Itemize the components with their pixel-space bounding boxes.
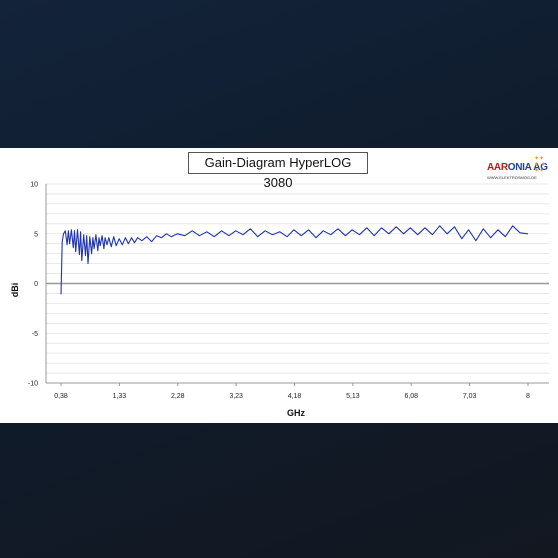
x-tick-label: 5,13 [346,393,360,400]
series-line [60,225,529,295]
axes [45,184,549,384]
x-tick-label: 6,08 [404,393,418,400]
tick-labels: 10 5 0 -5 -10 0,38 1,33 2,28 3,23 4,18 5,13 6,08 7,0… [28,182,530,401]
x-tick-label: 3,23 [229,393,243,400]
grid [46,183,549,384]
chart-title: Gain-Diagram HyperLOG 3080 [188,152,368,190]
y-tick-label: -10 [28,381,38,388]
chart: 10 5 0 -5 -10 0,38 1,33 2,28 3,23 4,18 5,13 6,08 7,0… [10,182,549,418]
x-tick-label: 1,33 [113,393,127,400]
x-axis-title: GHz [287,408,306,418]
logo-stars-icon: ✦✦ ✦ ✦ ✦✦ [534,156,546,174]
y-tick-label: 10 [30,182,38,189]
y-tick-label: -5 [32,331,38,338]
x-tick-label: 8 [526,393,530,400]
x-tick-label: 7,03 [463,393,477,400]
y-axis-title: dBi [10,283,20,298]
logo-brand: AARONIA AG [487,162,548,173]
x-tick-label: 2,28 [171,393,185,400]
chart-panel: 10 5 0 -5 -10 0,38 1,33 2,28 3,23 4,18 5,13 6,08 7,0… [0,148,558,423]
logo-url: WWW.ELEKTROSMOG.DE [487,175,537,180]
y-tick-label: 0 [34,281,38,288]
aaronia-logo: AARONIA AG WWW.ELEKTROSMOG.DE ✦✦ ✦ ✦ ✦✦ [484,156,550,186]
x-tick-label: 4,18 [288,393,302,400]
series [60,225,529,295]
y-tick-label: 5 [34,231,38,238]
x-tick-label: 0,38 [54,393,68,400]
